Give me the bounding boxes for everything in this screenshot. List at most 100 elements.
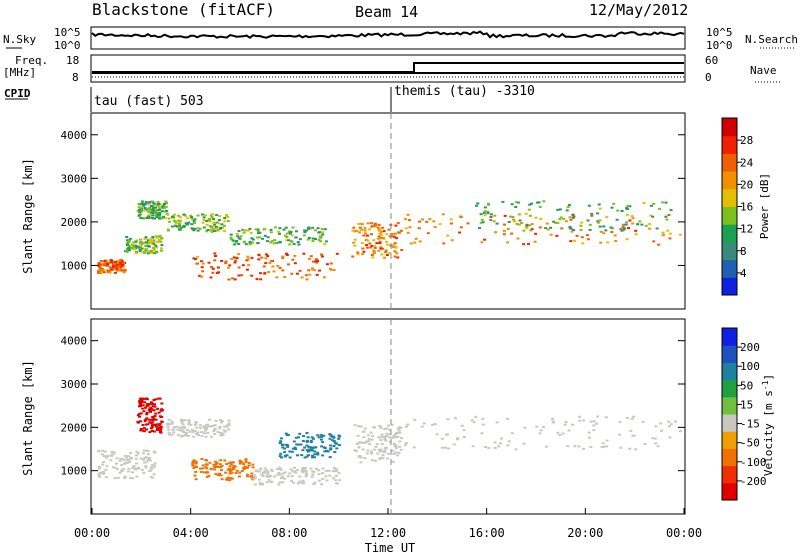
power-point xyxy=(599,230,603,233)
power-point xyxy=(138,206,142,209)
velocity-point xyxy=(310,436,314,439)
power-point xyxy=(158,207,162,210)
velocity-point xyxy=(320,445,324,448)
velocity-point xyxy=(192,430,196,433)
power-point xyxy=(625,221,629,224)
power-point xyxy=(506,227,510,230)
power-point xyxy=(106,270,110,273)
velocity-point xyxy=(291,447,295,450)
velocity-point xyxy=(204,426,207,429)
power-point xyxy=(360,223,364,226)
velocity-point xyxy=(316,451,320,454)
velocity-point xyxy=(474,415,478,418)
power-point xyxy=(311,260,315,263)
velocity-point xyxy=(337,437,341,440)
power-point xyxy=(231,277,235,280)
velocity-point xyxy=(104,468,108,471)
power-colorbar-tick-label: 20 xyxy=(740,178,753,191)
velocity-point xyxy=(199,431,203,434)
velocity-point xyxy=(300,481,304,484)
velocity-colorbar-swatch xyxy=(722,482,737,501)
velocity-point xyxy=(198,467,202,470)
velocity-point xyxy=(195,426,199,429)
power-point xyxy=(146,239,150,242)
velocity-point xyxy=(332,440,336,442)
power-point xyxy=(138,250,142,253)
power-point xyxy=(113,262,116,265)
velocity-point xyxy=(290,479,293,482)
velocity-point xyxy=(307,454,311,457)
noise-right-label: N.Search xyxy=(745,33,798,46)
power-point xyxy=(507,221,511,223)
power-point xyxy=(400,249,404,251)
velocity-point xyxy=(155,429,159,431)
velocity-point xyxy=(139,429,143,432)
power-point xyxy=(160,210,164,213)
power-colorbar-tick-label: 12 xyxy=(740,223,753,236)
velocity-point xyxy=(191,462,195,465)
velocity-point xyxy=(270,469,274,472)
velocity-point xyxy=(604,416,608,419)
velocity-point xyxy=(151,418,155,421)
velocity-point xyxy=(160,408,164,411)
velocity-point xyxy=(359,461,363,464)
power-point xyxy=(158,212,162,214)
velocity-point xyxy=(505,417,509,420)
power-point xyxy=(147,250,151,253)
power-point xyxy=(290,234,294,237)
velocity-colorbar-swatch xyxy=(722,431,737,449)
velocity-point xyxy=(193,423,197,426)
velocity-point xyxy=(152,409,156,412)
power-point xyxy=(241,228,245,231)
power-point xyxy=(216,227,219,230)
power-point xyxy=(158,217,161,220)
power-point xyxy=(232,256,236,259)
velocity-point xyxy=(129,476,133,479)
power-point xyxy=(610,206,614,209)
power-point xyxy=(566,206,570,209)
noise-sky-line xyxy=(91,30,685,39)
power-point xyxy=(559,216,563,219)
velocity-point xyxy=(135,450,139,453)
velocity-point xyxy=(195,433,198,435)
power-ytick-label: 1000 xyxy=(61,259,88,272)
power-point xyxy=(528,214,532,217)
power-point xyxy=(152,239,156,242)
power-point xyxy=(304,274,308,277)
power-point xyxy=(585,234,589,237)
velocity-point xyxy=(140,397,144,400)
power-point xyxy=(129,245,133,247)
power-point xyxy=(360,242,364,245)
velocity-point xyxy=(143,461,147,464)
velocity-point xyxy=(203,429,207,432)
power-point xyxy=(243,241,246,244)
velocity-point xyxy=(145,413,149,416)
velocity-point xyxy=(316,453,320,456)
power-point xyxy=(153,217,156,220)
power-point xyxy=(549,226,553,229)
velocity-point xyxy=(320,438,323,441)
velocity-point xyxy=(313,453,317,456)
velocity-point xyxy=(97,450,101,453)
velocity-point xyxy=(97,467,101,470)
power-point xyxy=(320,253,323,256)
velocity-point xyxy=(125,461,129,464)
velocity-point xyxy=(596,415,600,418)
velocity-point xyxy=(392,442,396,445)
velocity-point xyxy=(625,417,629,419)
power-point xyxy=(125,236,129,238)
velocity-point xyxy=(220,478,224,481)
velocity-point xyxy=(379,436,383,439)
power-point xyxy=(155,246,159,249)
power-point xyxy=(284,226,288,229)
power-point xyxy=(269,231,273,234)
power-point xyxy=(483,210,487,213)
velocity-point xyxy=(132,465,136,467)
power-point xyxy=(320,228,324,231)
power-point xyxy=(190,223,194,226)
power-point xyxy=(184,222,188,225)
velocity-point xyxy=(205,471,209,474)
velocity-point xyxy=(322,434,326,437)
power-point xyxy=(620,229,624,232)
nave-label: Nave xyxy=(750,64,777,77)
